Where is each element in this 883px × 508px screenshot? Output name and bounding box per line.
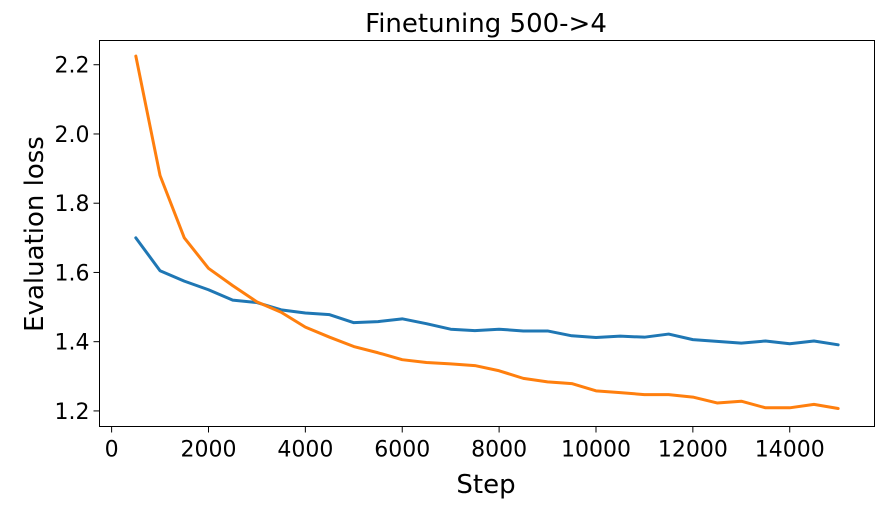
series-line-1 bbox=[134, 236, 840, 347]
chart-title: Finetuning 500->4 bbox=[365, 9, 607, 39]
x-tick-label: 12000 bbox=[658, 438, 728, 463]
x-tick-label: 4000 bbox=[277, 438, 333, 463]
y-tick-label: 1.4 bbox=[55, 331, 90, 356]
x-tick-label: 10000 bbox=[561, 438, 631, 463]
y-tick-label: 2.0 bbox=[55, 123, 90, 148]
x-axis-label: Step bbox=[456, 470, 515, 500]
x-tick-label: 2000 bbox=[180, 438, 236, 463]
x-tick-label: 14000 bbox=[755, 438, 825, 463]
x-tick-label: 6000 bbox=[374, 438, 430, 463]
y-axis-label: Evaluation loss bbox=[20, 136, 50, 332]
y-tick-label: 1.6 bbox=[55, 261, 90, 286]
x-tick-label: 0 bbox=[105, 438, 119, 463]
y-tick-label: 1.8 bbox=[55, 192, 90, 217]
series-line-2 bbox=[134, 54, 840, 410]
plot-lines bbox=[134, 54, 840, 410]
x-axis: 0 2000 4000 6000 8000 10000 12000 14000 bbox=[105, 426, 825, 463]
y-tick-label: 1.2 bbox=[55, 400, 90, 425]
y-axis: 1.2 1.4 1.6 1.8 2.0 2.2 bbox=[55, 54, 100, 425]
plot-frame bbox=[99, 40, 875, 427]
x-tick-label: 8000 bbox=[471, 438, 527, 463]
y-tick-label: 2.2 bbox=[55, 54, 90, 79]
